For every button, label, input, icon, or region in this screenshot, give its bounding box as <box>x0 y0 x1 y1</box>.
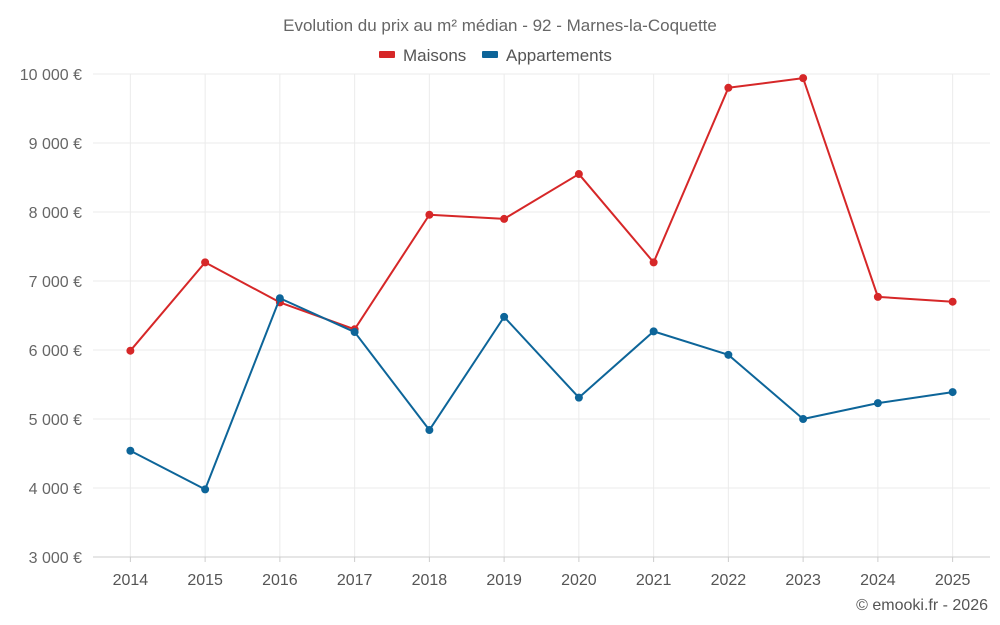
data-point-appartements[interactable] <box>873 399 882 408</box>
legend-label-appartements: Appartements <box>506 46 612 65</box>
data-point-maisons[interactable] <box>425 210 434 219</box>
data-point-maisons[interactable] <box>873 292 882 301</box>
data-point-appartements[interactable] <box>201 485 210 494</box>
series-maisons <box>126 74 957 355</box>
grid <box>93 73 990 557</box>
data-point-maisons[interactable] <box>126 346 135 355</box>
x-tick-label: 2020 <box>561 572 597 589</box>
legend-swatch-appartements <box>482 51 498 58</box>
chart-title: Evolution du prix au m² médian - 92 - Ma… <box>283 16 717 35</box>
y-tick-label: 8 000 € <box>29 205 82 222</box>
legend-item-maisons[interactable]: Maisons <box>379 46 466 65</box>
data-point-appartements[interactable] <box>948 388 957 397</box>
x-tick-label: 2021 <box>636 572 672 589</box>
y-axis: 3 000 € 4 000 € 5 000 € 6 000 € 7 000 € 8 000… <box>20 67 82 567</box>
series-line-maisons <box>129 77 953 352</box>
y-tick-label: 10 000 € <box>20 67 82 84</box>
y-tick-label: 6 000 € <box>29 343 82 360</box>
x-tick-label: 2015 <box>187 572 223 589</box>
data-point-appartements[interactable] <box>724 350 733 359</box>
y-tick-label: 9 000 € <box>29 136 82 153</box>
legend-swatch-maisons <box>379 51 395 58</box>
series-appartements <box>126 294 957 494</box>
data-point-appartements[interactable] <box>126 446 135 455</box>
data-point-appartements[interactable] <box>649 327 658 336</box>
x-tick-label: 2014 <box>113 572 149 589</box>
x-tick-label: 2019 <box>486 572 522 589</box>
data-point-maisons[interactable] <box>724 83 733 92</box>
y-tick-label: 7 000 € <box>29 274 82 291</box>
x-tick-label: 2025 <box>935 572 971 589</box>
x-tick-label: 2017 <box>337 572 373 589</box>
legend: Maisons Appartements <box>379 46 612 65</box>
x-tick-label: 2018 <box>412 572 448 589</box>
y-tick-label: 4 000 € <box>29 481 82 498</box>
data-point-appartements[interactable] <box>425 426 434 435</box>
data-point-maisons[interactable] <box>574 170 583 179</box>
x-axis: 2014 2015 2016 2017 2018 2019 2020 2021 2022 2023… <box>93 556 990 589</box>
data-point-appartements[interactable] <box>574 393 583 402</box>
x-tick-label: 2022 <box>711 572 747 589</box>
data-point-maisons[interactable] <box>649 258 658 267</box>
data-point-maisons[interactable] <box>948 297 957 306</box>
data-point-maisons[interactable] <box>201 258 210 267</box>
series-line-appartements <box>129 297 953 491</box>
y-tick-label: 5 000 € <box>29 412 82 429</box>
data-point-appartements[interactable] <box>275 294 284 303</box>
series <box>126 74 957 494</box>
data-point-maisons[interactable] <box>500 214 509 223</box>
data-point-maisons[interactable] <box>799 74 808 83</box>
credit-text: © emooki.fr - 2026 <box>856 597 988 614</box>
x-tick-label: 2024 <box>860 572 896 589</box>
legend-label-maisons: Maisons <box>403 46 466 65</box>
x-tick-label: 2023 <box>785 572 821 589</box>
y-tick-label: 3 000 € <box>29 550 82 567</box>
data-point-appartements[interactable] <box>350 328 359 337</box>
legend-item-appartements[interactable]: Appartements <box>482 46 612 65</box>
x-tick-label: 2016 <box>262 572 298 589</box>
data-point-appartements[interactable] <box>500 312 509 321</box>
data-point-appartements[interactable] <box>799 415 808 423</box>
